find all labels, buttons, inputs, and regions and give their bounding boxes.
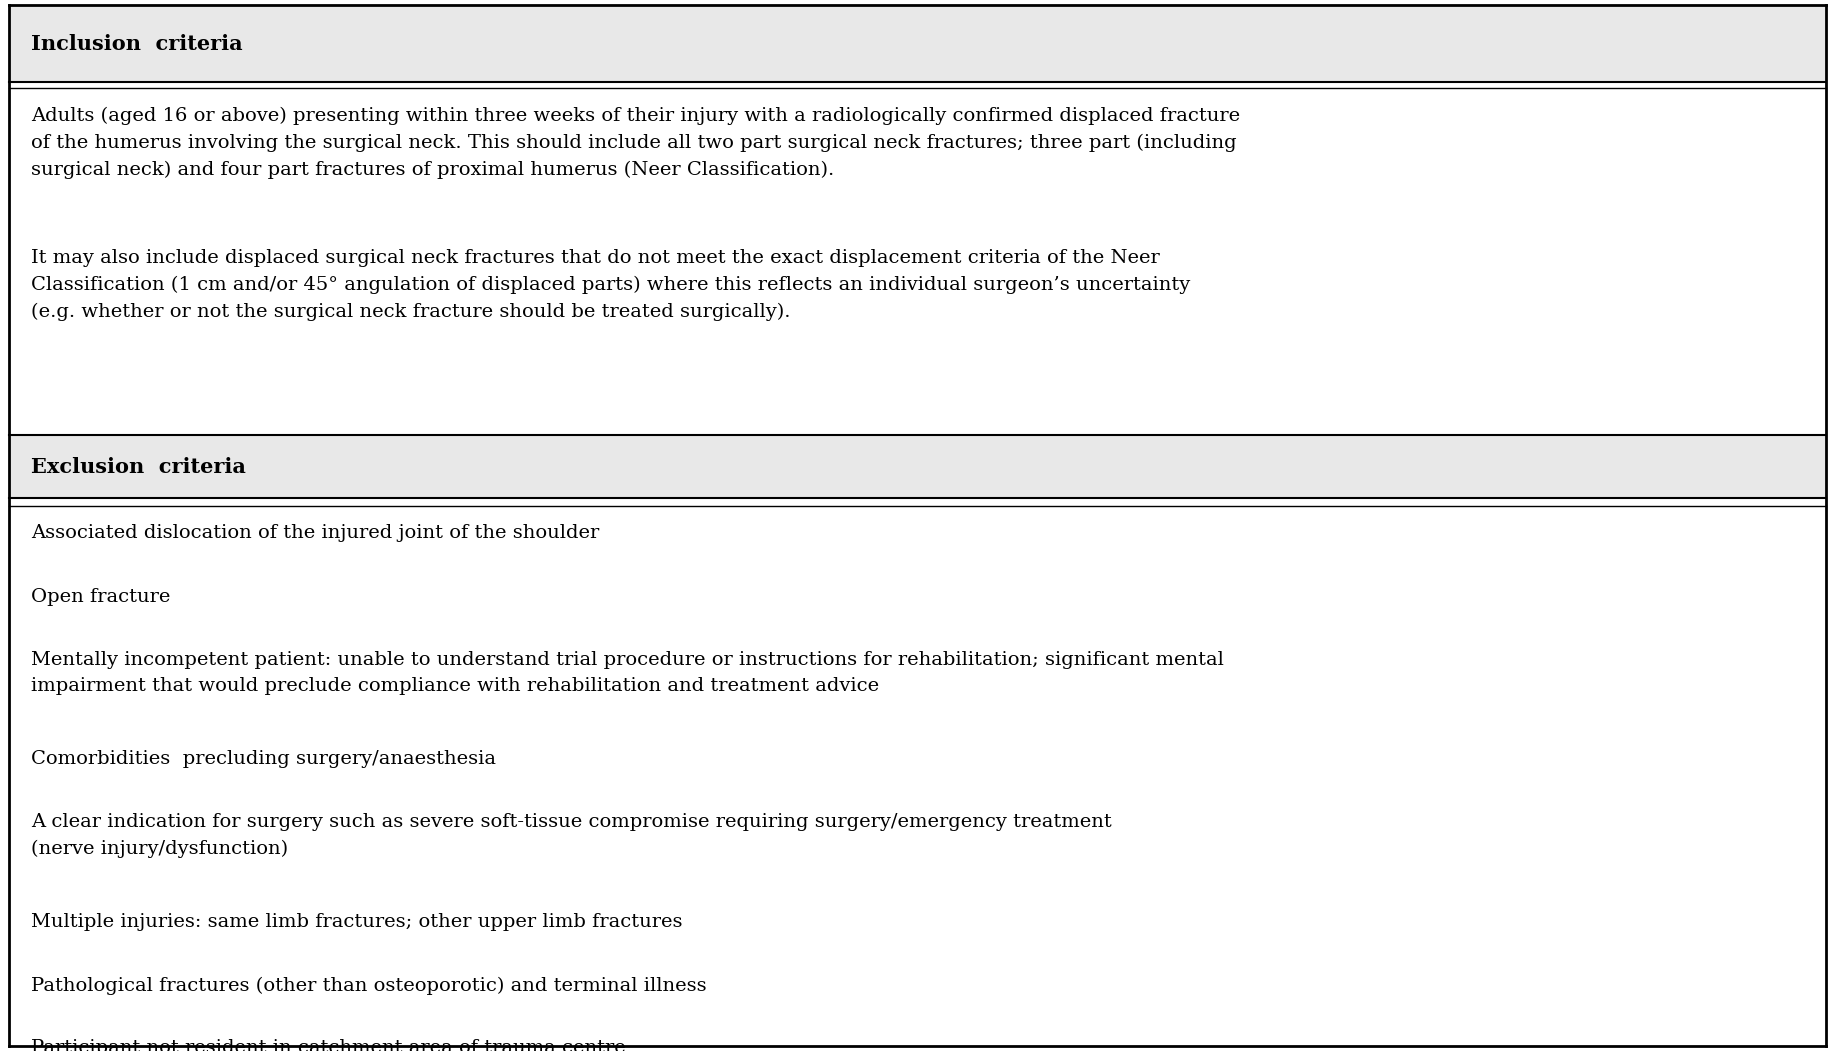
Text: It may also include displaced surgical neck fractures that do not meet the exact: It may also include displaced surgical n… <box>31 249 1191 321</box>
Text: Associated dislocation of the injured joint of the shoulder: Associated dislocation of the injured jo… <box>31 524 600 542</box>
Text: Open fracture: Open fracture <box>31 588 171 605</box>
Text: Pathological fractures (other than osteoporotic) and terminal illness: Pathological fractures (other than osteo… <box>31 976 706 994</box>
Text: Participant not resident in catchment area of trauma centre: Participant not resident in catchment ar… <box>31 1039 626 1051</box>
Text: Exclusion  criteria: Exclusion criteria <box>31 456 246 477</box>
Text: Comorbidities  precluding surgery/anaesthesia: Comorbidities precluding surgery/anaesth… <box>31 750 495 768</box>
Bar <box>9 5 1826 82</box>
Text: A clear indication for surgery such as severe soft-tissue compromise requiring s: A clear indication for surgery such as s… <box>31 813 1112 859</box>
Text: Inclusion  criteria: Inclusion criteria <box>31 34 242 54</box>
Text: Adults (aged 16 or above) presenting within three weeks of their injury with a r: Adults (aged 16 or above) presenting wit… <box>31 107 1240 179</box>
Bar <box>9 88 1826 435</box>
Text: Mentally incompetent patient: unable to understand trial procedure or instructio: Mentally incompetent patient: unable to … <box>31 651 1224 695</box>
Text: Multiple injuries: same limb fractures; other upper limb fractures: Multiple injuries: same limb fractures; … <box>31 913 683 931</box>
Bar <box>9 506 1826 1046</box>
Bar <box>9 435 1826 498</box>
